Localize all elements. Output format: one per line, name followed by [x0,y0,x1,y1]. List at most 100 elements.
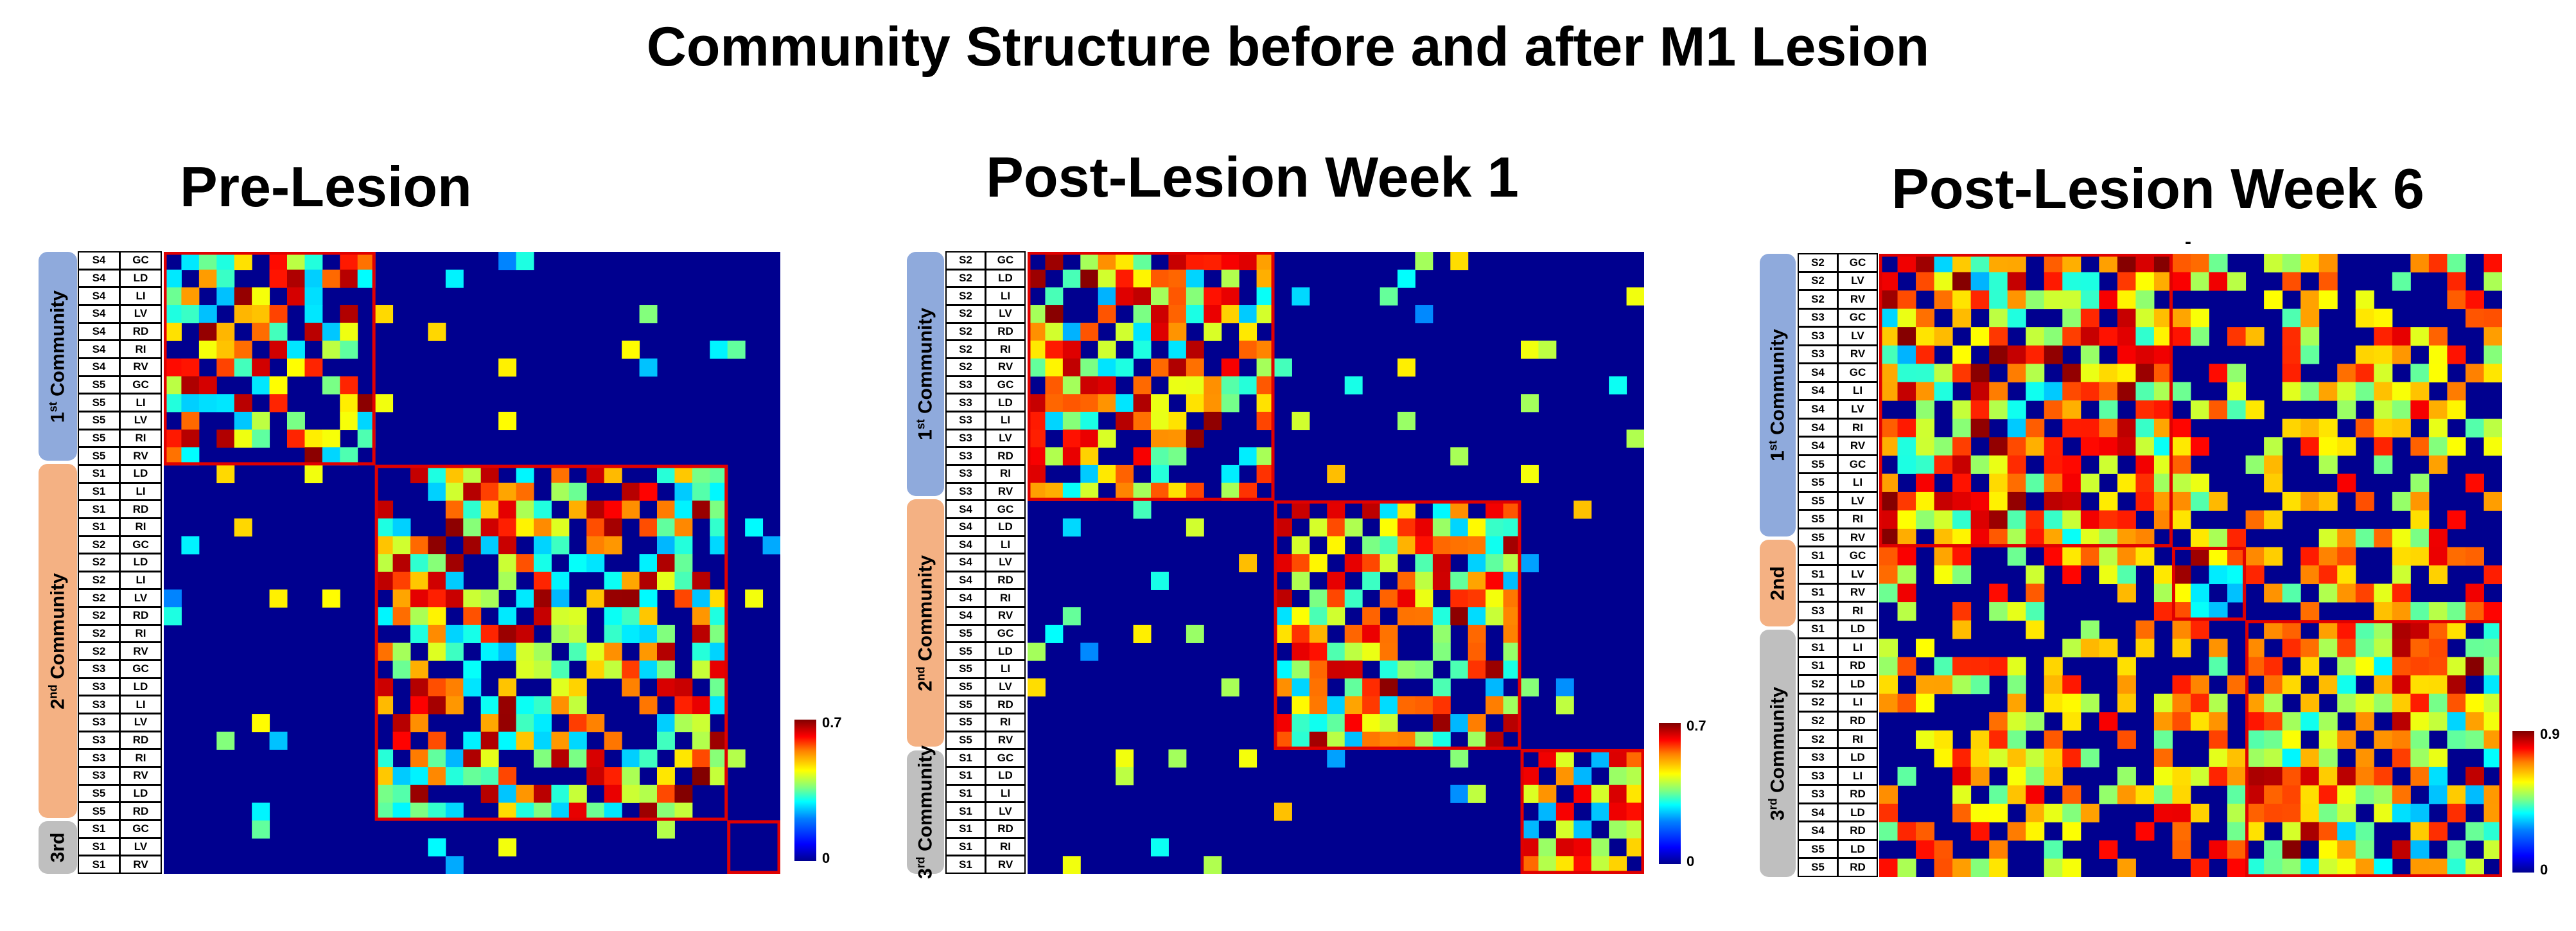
heatmap-cell [2062,382,2081,401]
heatmap-cell [1897,327,1916,346]
row-label-region: LI [1837,693,1878,713]
heatmap-cell [1879,693,1898,713]
heatmap-cell [1934,510,1953,529]
heatmap-cell [1221,269,1240,288]
heatmap-cell [2465,308,2484,328]
colorbar-min-label: 0 [2540,862,2548,878]
heatmap-cell [2007,693,2026,713]
row-label-session: S2 [1798,253,1838,272]
heatmap-cell [2227,382,2247,401]
heatmap-cell [445,696,464,714]
heatmap-cell [252,305,270,324]
heatmap-cell [1916,327,1935,346]
heatmap-cell [534,554,552,572]
heatmap-cell [1952,785,1972,804]
heatmap-pre-lesion [164,252,780,874]
heatmap-cell [340,252,358,270]
heatmap-cell [1573,820,1592,839]
heatmap-cell [710,341,728,359]
community-tag-1st-wk6: 1st Community [1760,254,1796,536]
heatmap-cell [1415,571,1433,590]
community-tag-2nd-wk6: 2nd [1760,540,1796,626]
row-label-region: LD [985,269,1026,288]
heatmap-cell [2318,418,2338,438]
heatmap-cell [568,607,587,626]
heatmap-cell [1879,418,1898,438]
heatmap-cell [2428,675,2448,695]
heatmap-cell [2337,364,2356,383]
heatmap-cell [463,678,482,696]
row-label-region: RI [1837,729,1878,749]
heatmap-cell [2337,583,2356,603]
heatmap-cell [2080,364,2099,383]
heatmap-cell [2300,602,2320,621]
heatmap-cell [2337,547,2356,566]
row-label-session: S4 [78,304,120,323]
heatmap-cell [2318,639,2338,658]
heatmap-cell [2465,547,2484,566]
heatmap-cell [392,731,411,750]
heatmap-cell [1934,730,1953,749]
heatmap-cell [604,536,622,554]
heatmap-cell [2026,803,2045,822]
heatmap-cell [1989,858,2008,877]
row-label-session: S1 [1798,546,1838,565]
heatmap-cell [2300,712,2320,731]
heatmap-cell [340,305,358,324]
row-label-session: S3 [78,713,120,732]
heatmap-cell [1327,749,1345,768]
row-label-region: GC [985,624,1026,643]
heatmap-cell [1327,589,1345,608]
heatmap-cell [2135,785,2155,804]
row-label-session: S1 [945,802,986,821]
heatmap-cell [463,483,482,501]
heatmap-cell [2300,418,2320,438]
heatmap-cell [1380,536,1398,554]
heatmap-cell [1450,518,1469,537]
heatmap-cell [2447,730,2466,749]
row-label-region: RD [1837,821,1878,840]
heatmap-cell [1292,714,1310,732]
heatmap-cell [463,465,482,484]
row-label-region: LI [1837,473,1878,492]
heatmap-cell [375,767,394,786]
heatmap-cell [2245,749,2265,768]
heatmap-cell [1432,696,1451,714]
heatmap-cell [1116,394,1134,412]
heatmap-cell [498,358,517,377]
heatmap-cell [1292,678,1310,696]
heatmap-cell [2428,547,2448,566]
heatmap-cell [1916,272,1935,291]
heatmap-cell [1309,625,1327,643]
heatmap-cell [1989,785,2008,804]
heatmap-cell [2135,437,2155,456]
heatmap-cell [498,554,517,572]
heatmap-cell [1555,696,1574,714]
heatmap-cell [1151,305,1169,324]
heatmap-cell [1591,785,1609,803]
row-label-region: RV [1837,436,1878,456]
row-label-session: S2 [78,553,120,572]
heatmap-cell [1045,376,1064,395]
heatmap-cell [1327,518,1345,537]
row-label-region: RD [1837,785,1878,804]
heatmap-cell [2300,822,2320,841]
heatmap-cell [1116,465,1134,484]
row-label-region: LI [985,660,1026,678]
heatmap-cell [2172,492,2191,511]
heatmap-cell [2264,455,2283,474]
heatmap-cell [2044,492,2063,511]
heatmap-cell [2191,547,2210,566]
heatmap-cell [2026,418,2045,438]
heatmap-cell [2447,675,2466,695]
heatmap-cell [2355,639,2374,658]
heatmap-cell [216,429,235,448]
heatmap-cell [2447,254,2466,273]
heatmap-cell [2227,272,2247,291]
heatmap-cell [1398,661,1415,679]
row-label-session: S4 [945,500,986,519]
heatmap-cell [1151,323,1169,341]
row-label-region: GC [1837,454,1878,474]
row-label-session: S5 [78,802,120,821]
heatmap-cell [1934,858,1953,877]
